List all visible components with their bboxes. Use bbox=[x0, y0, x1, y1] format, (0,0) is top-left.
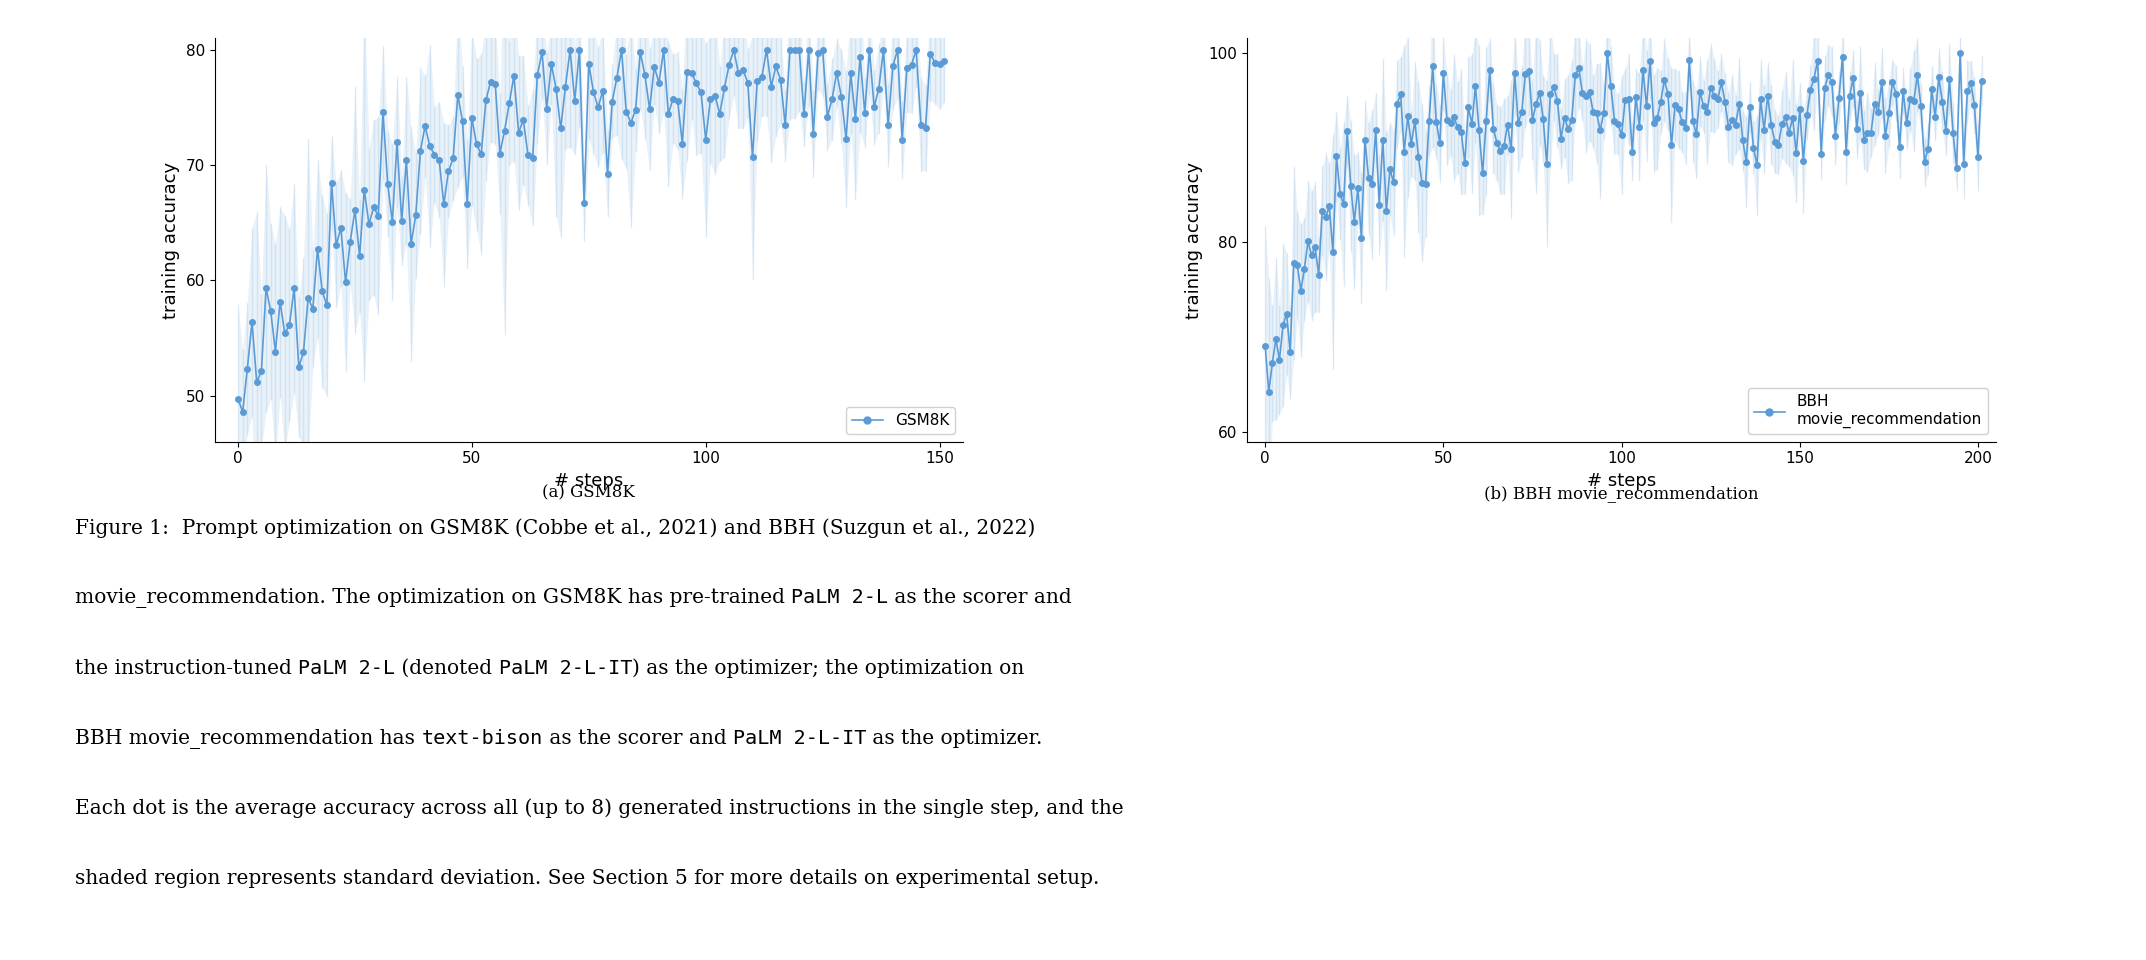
Text: (denoted: (denoted bbox=[395, 659, 498, 678]
Y-axis label: training accuracy: training accuracy bbox=[161, 161, 180, 319]
Text: the instruction-tuned: the instruction-tuned bbox=[75, 659, 298, 678]
Text: as the optimizer.: as the optimizer. bbox=[867, 729, 1043, 748]
Text: as the scorer and: as the scorer and bbox=[888, 588, 1073, 608]
Text: Figure 1:  Prompt optimization on GSM8K (Cobbe et al., 2021) and BBH (Suzgun et : Figure 1: Prompt optimization on GSM8K (… bbox=[75, 518, 1037, 538]
X-axis label: # steps: # steps bbox=[1586, 472, 1657, 490]
Text: (b) BBH movie_recommendation: (b) BBH movie_recommendation bbox=[1485, 485, 1760, 502]
Text: PaLM 2-L-IT: PaLM 2-L-IT bbox=[498, 659, 633, 678]
Text: PaLM 2-L-IT: PaLM 2-L-IT bbox=[732, 729, 867, 748]
Text: as the scorer and: as the scorer and bbox=[543, 729, 732, 748]
Legend: BBH
movie_recommendation: BBH movie_recommendation bbox=[1747, 388, 1987, 434]
Text: BBH movie_recommendation has: BBH movie_recommendation has bbox=[75, 729, 421, 749]
Legend: GSM8K: GSM8K bbox=[846, 407, 955, 434]
Text: PaLM 2-L: PaLM 2-L bbox=[298, 659, 395, 678]
Text: PaLM 2-L: PaLM 2-L bbox=[792, 588, 888, 608]
Text: (a) GSM8K: (a) GSM8K bbox=[543, 485, 635, 502]
Text: shaded region represents standard deviation. See Section 5 for more details on e: shaded region represents standard deviat… bbox=[75, 869, 1099, 888]
Text: movie_recommendation. The optimization on GSM8K has pre-trained: movie_recommendation. The optimization o… bbox=[75, 588, 792, 609]
Text: text-bison: text-bison bbox=[421, 729, 543, 748]
X-axis label: # steps: # steps bbox=[554, 472, 624, 490]
Text: ) as the optimizer; the optimization on: ) as the optimizer; the optimization on bbox=[633, 659, 1024, 678]
Y-axis label: training accuracy: training accuracy bbox=[1185, 161, 1204, 319]
Text: Each dot is the average accuracy across all (up to 8) generated instructions in : Each dot is the average accuracy across … bbox=[75, 799, 1125, 818]
